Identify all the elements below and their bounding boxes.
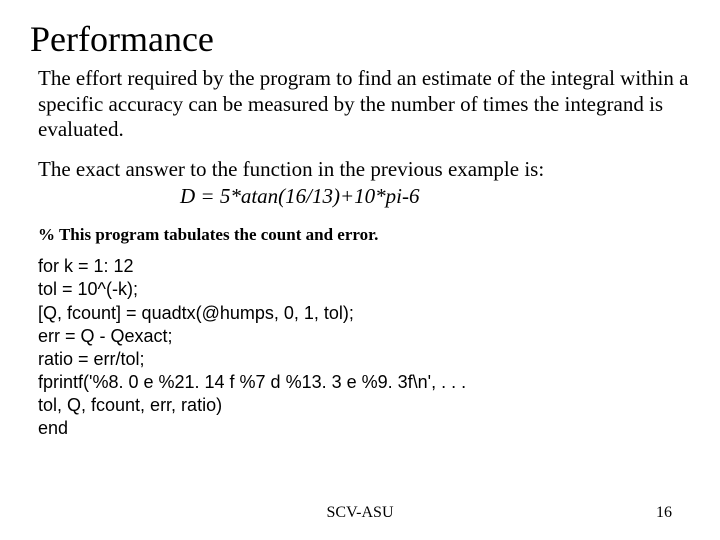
slide-title: Performance [30,18,690,60]
footer-label: SCV-ASU [0,504,720,522]
code-block: for k = 1: 12 tol = 10^(-k); [Q, fcount]… [38,255,690,439]
formula-d: D = 5*atan(16/13)+10*pi-6 [180,184,690,209]
paragraph-exact-answer: The exact answer to the function in the … [38,157,690,183]
paragraph-effort: The effort required by the program to fi… [38,66,690,143]
code-comment: % This program tabulates the count and e… [38,225,690,245]
slide-number: 16 [656,504,672,522]
